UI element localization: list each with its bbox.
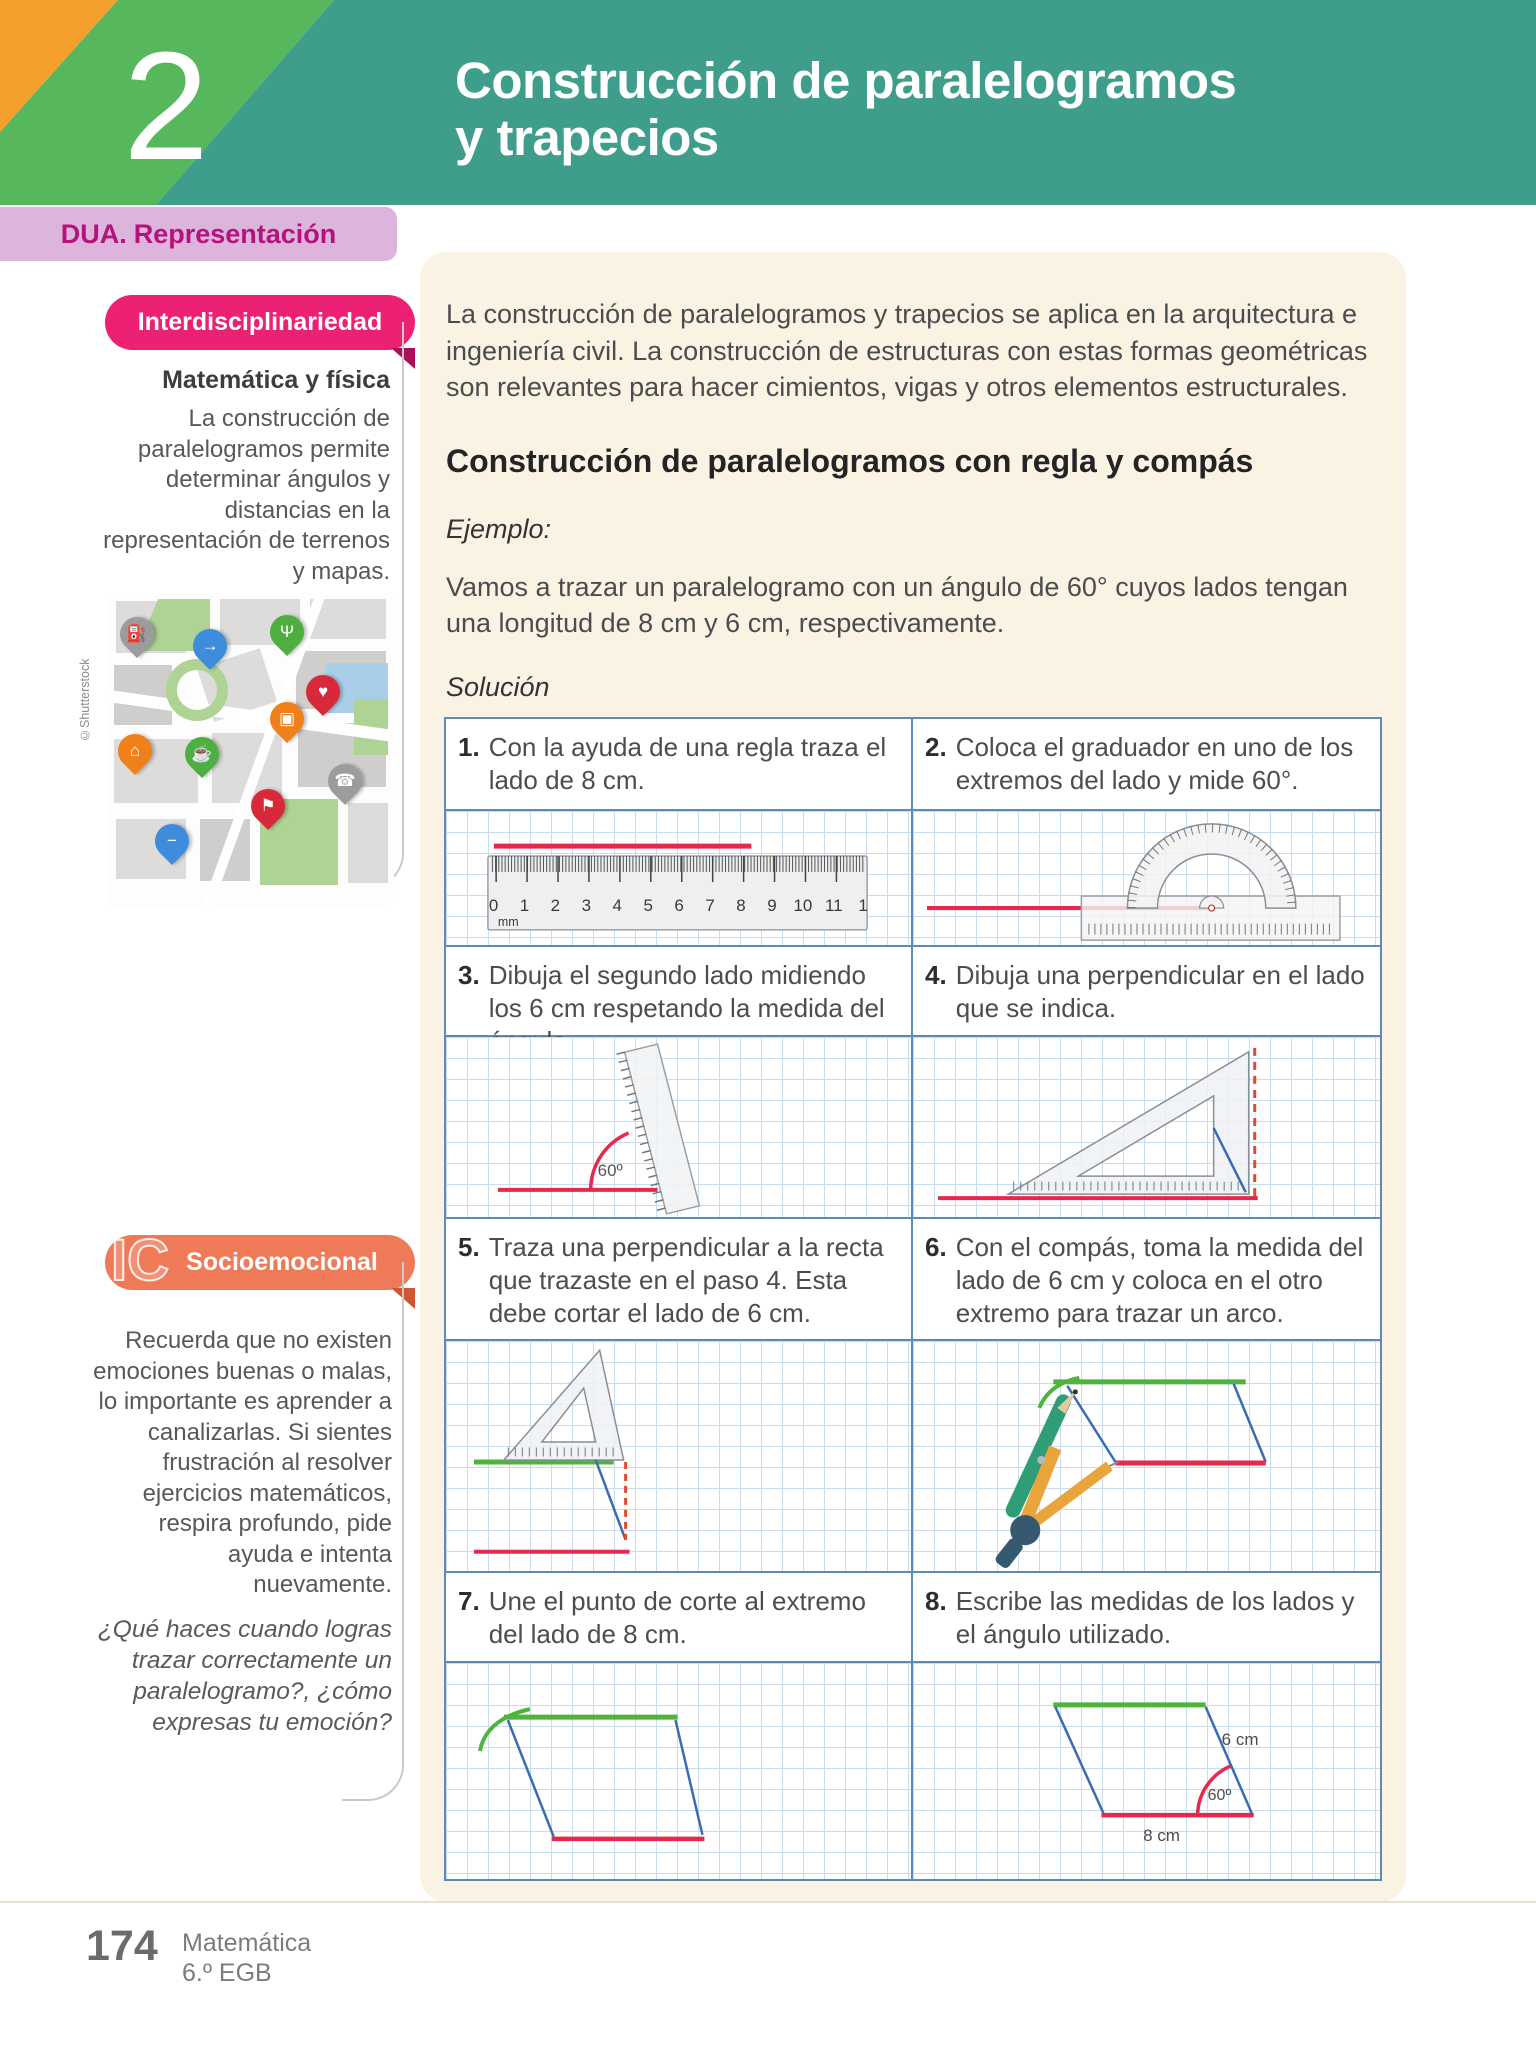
step-number: 8. — [925, 1585, 947, 1616]
section-title: Construcción de paralelogramos con regla… — [446, 442, 1254, 479]
footer-grade: 6.º EGB — [182, 1959, 272, 1987]
set-square-illustration — [938, 1047, 1258, 1200]
step-number: 6. — [925, 1231, 947, 1262]
header-teal-band — [156, 0, 1536, 205]
ic-monogram-icon: IC — [110, 1235, 170, 1290]
step-1-figure: 0 1 2 3 4 5 6 7 8 9 10 11 1 mm — [446, 810, 913, 947]
step-4-text: 4. Dibuja una perpendicular en el lado q… — [913, 946, 1380, 1037]
step-number: 7. — [458, 1585, 480, 1616]
socioemocional-box-border — [342, 1262, 404, 1801]
page-title: Construcción de paralelogramos y trapeci… — [455, 52, 1237, 166]
step-1-text: 1. Con la ayuda de una regla traza el la… — [446, 718, 913, 811]
ruler-numbers: 0 1 2 3 4 5 6 7 8 9 10 11 1 — [489, 895, 868, 914]
map-block — [310, 599, 386, 639]
step-8-text: 8. Escribe las medidas de los lados y el… — [913, 1572, 1380, 1663]
step-5-figure — [446, 1340, 913, 1573]
map-pin-fuel-icon: ⛽ — [112, 609, 162, 659]
photo-credit: ©Shutterstock — [78, 658, 92, 742]
angle-label: 60º — [1208, 1786, 1232, 1804]
map-pin-phone-icon: ☎ — [320, 756, 370, 806]
map-pin-no-entry-icon: − — [147, 816, 197, 866]
step-number: 4. — [925, 959, 947, 990]
solution-label: Solución — [446, 671, 550, 702]
socioemocional-body: Recuerda que no existen emociones buenas… — [93, 1327, 392, 1598]
ruler-illustration: 0 1 2 3 4 5 6 7 8 9 10 11 1 mm — [487, 843, 868, 931]
steps-table: 1. Con la ayuda de una regla traza el la… — [444, 716, 1382, 1881]
step-3-figure: 60º — [446, 1036, 913, 1219]
footer-subject: Matemática — [182, 1929, 312, 1957]
map-pin-restaurant-icon: Ψ — [262, 607, 312, 657]
map-roundabout — [166, 659, 228, 721]
page-number: 174 — [86, 1922, 158, 1970]
parallelogram-illustration — [477, 1706, 705, 1841]
intro-paragraph: La construcción de paralelogramos y trap… — [446, 299, 1368, 402]
interdisciplinariedad-badge-label: Interdisciplinariedad — [137, 308, 383, 336]
step-number: 5. — [458, 1231, 480, 1262]
side-8-label: 8 cm — [1143, 1826, 1180, 1845]
footer-divider — [0, 1901, 1536, 1903]
step-instruction: Une el punto de corte al extremo del lad… — [488, 1585, 866, 1649]
interdisciplinariedad-heading: Matemática y física — [162, 366, 390, 394]
step-4-figure — [913, 1036, 1380, 1219]
step-instruction: Traza una perpendicular a la recta que t… — [488, 1231, 884, 1328]
main-content-panel: La construcción de paralelogramos y trap… — [420, 252, 1406, 1902]
protractor-illustration — [927, 822, 1341, 941]
side-6-label: 6 cm — [1222, 1729, 1259, 1748]
step-instruction: Con el compás, toma la medida del lado d… — [955, 1231, 1364, 1328]
dua-label: DUA. — [60, 218, 127, 249]
step-instruction: Escribe las medidas de los lados y el án… — [955, 1585, 1355, 1649]
step-7-figure — [446, 1662, 913, 1879]
step-6-text: 6. Con el compás, toma la medida del lad… — [913, 1218, 1380, 1341]
page-title-line2: y trapecios — [455, 109, 719, 166]
map-block — [348, 803, 388, 883]
footer-book-info: Matemática 6.º EGB — [182, 1928, 311, 1988]
step-instruction: Dibuja el segundo lado midiendo los 6 cm… — [488, 959, 885, 1056]
step-number: 2. — [925, 731, 947, 762]
ruler-unit-label: mm — [498, 914, 519, 928]
city-map-illustration: ⛽ → Ψ ♥ ▣ ⌂ ☕ ☎ ⚑ − — [108, 593, 394, 908]
step-2-figure — [913, 810, 1380, 947]
step-7-text: 7. Une el punto de corte al extremo del … — [446, 1572, 913, 1663]
labeled-parallelogram-illustration: 6 cm 60º 8 cm — [1053, 1701, 1259, 1845]
unit-number: 2 — [123, 20, 209, 192]
step-8-figure: 6 cm 60º 8 cm — [913, 1662, 1380, 1879]
step-instruction: Coloca el graduador en uno de los extrem… — [955, 731, 1354, 795]
map-pin-arrow-icon: → — [185, 621, 235, 671]
map-pin-bag-icon: ▣ — [262, 694, 312, 744]
dua-text: Representación — [133, 218, 337, 249]
perpendicular-illustration — [473, 1348, 630, 1554]
angle-ruler-illustration: 60º — [497, 1042, 701, 1215]
map-pin-heart-icon: ♥ — [298, 667, 348, 717]
page-title-line1: Construcción de paralelogramos — [455, 52, 1237, 109]
map-pin-flag-icon: ⚑ — [243, 781, 293, 831]
step-instruction: Con la ayuda de una regla traza el lado … — [488, 731, 887, 795]
compass-illustration — [995, 1375, 1267, 1568]
angle-label: 60º — [598, 1160, 623, 1179]
step-number: 1. — [458, 731, 480, 762]
example-label: Ejemplo: — [446, 513, 552, 544]
socioemocional-question: ¿Qué haces cuando logras trazar correcta… — [97, 1616, 392, 1736]
dua-representation-bar: DUA. Representación — [0, 207, 397, 261]
map-pin-house-icon: ⌂ — [110, 726, 160, 776]
map-pin-coffee-icon: ☕ — [177, 729, 227, 779]
step-3-text: 3. Dibuja el segundo lado midiendo los 6… — [446, 946, 913, 1056]
step-number: 3. — [458, 959, 480, 990]
step-2-text: 2. Coloca el graduador en uno de los ext… — [913, 718, 1380, 811]
step-5-text: 5. Traza una perpendicular a la recta qu… — [446, 1218, 913, 1341]
step-6-figure — [913, 1340, 1380, 1573]
example-text: Vamos a trazar un paralelogramo con un á… — [446, 571, 1348, 639]
step-instruction: Dibuja una perpendicular en el lado que … — [955, 959, 1365, 1023]
interdisciplinariedad-body: La construcción de paralelogramos permit… — [103, 405, 390, 585]
